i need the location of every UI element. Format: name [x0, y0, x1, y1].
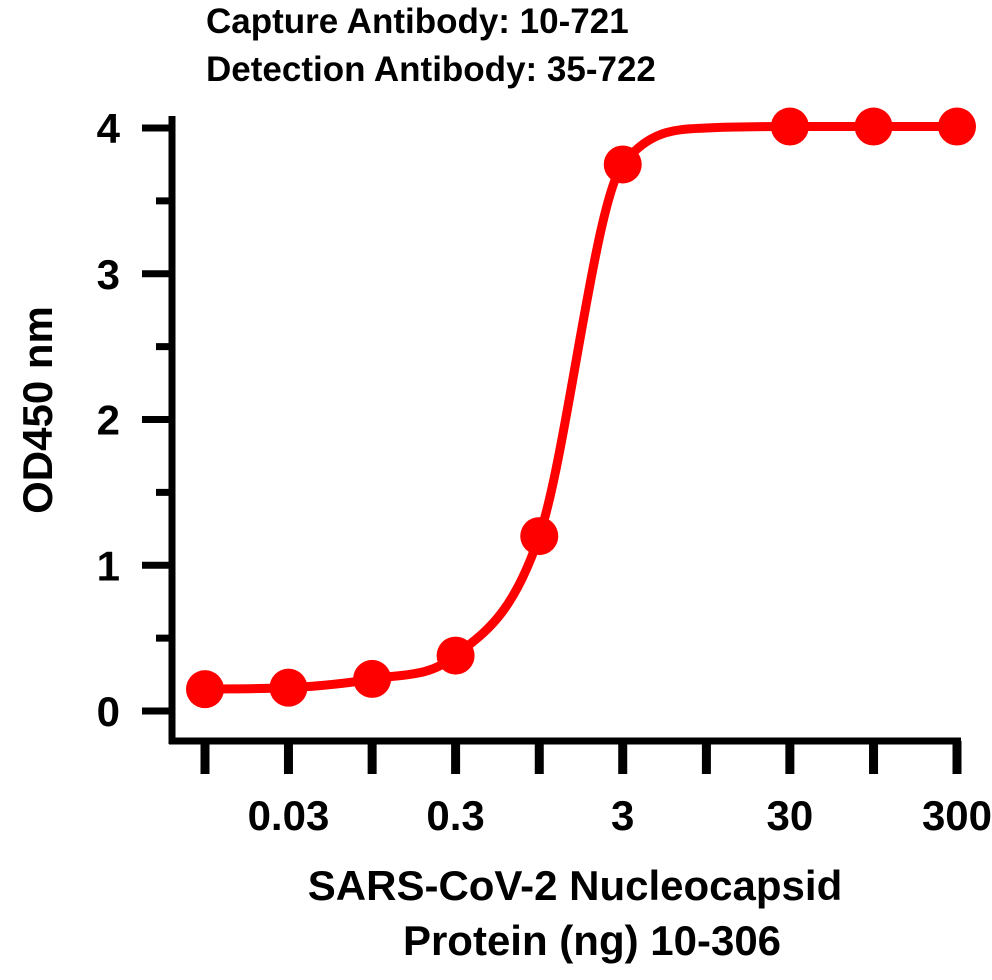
data-point — [353, 659, 392, 698]
chart-title-line-2: Detection Antibody: 35-722 — [206, 50, 656, 89]
x-axis-label-line-1: SARS-CoV-2 Nucleocapsid — [308, 862, 842, 909]
data-point — [520, 517, 559, 556]
y-tick-label: 0 — [97, 688, 120, 735]
data-point — [938, 107, 976, 146]
x-tick-label: 300 — [922, 792, 992, 839]
data-point — [186, 670, 224, 709]
data-point — [603, 145, 642, 184]
chart-title-line-1: Capture Antibody: 10-721 — [206, 2, 629, 41]
fit-curve — [200, 122, 962, 694]
data-points — [186, 107, 976, 709]
y-axis: 0 1 2 3 4 — [97, 105, 176, 744]
y-axis-label: OD450 nm — [14, 306, 61, 514]
x-axis-label-line-2: Protein (ng) 10-306 — [403, 917, 781, 964]
data-point — [436, 636, 475, 675]
data-point — [770, 107, 809, 146]
y-tick-label: 1 — [97, 542, 120, 589]
x-tick-label: 3 — [611, 792, 634, 839]
y-tick-label: 3 — [97, 251, 120, 298]
x-tick-label: 0.03 — [248, 792, 330, 839]
y-tick-label: 2 — [97, 397, 120, 444]
x-axis: 0.03 0.3 3 30 300 — [169, 737, 992, 839]
data-point — [854, 107, 893, 146]
data-point — [269, 668, 308, 707]
y-tick-label: 4 — [97, 105, 121, 152]
x-tick-label: 30 — [767, 792, 814, 839]
x-tick-label: 0.3 — [426, 792, 484, 839]
